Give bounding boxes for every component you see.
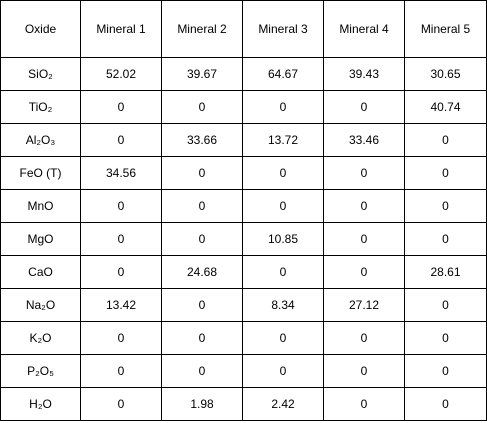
- header-cell-oxide: Oxide: [0, 0, 81, 58]
- table-header: Oxide Mineral 1 Mineral 2 Mineral 3 Mine…: [0, 0, 487, 58]
- value-cell-mineral-5: 0: [404, 387, 487, 421]
- value-cell-mineral-5: 0: [404, 288, 487, 322]
- header-cell-mineral-4: Mineral 4: [323, 0, 405, 58]
- oxide-label-cell: MnO: [0, 189, 81, 223]
- value-cell-mineral-1: 34.56: [80, 156, 162, 190]
- value-cell-mineral-3: 2.42: [242, 387, 324, 421]
- value-cell-mineral-3: 0: [242, 321, 324, 355]
- value-cell-mineral-5: 0: [404, 354, 487, 388]
- value-cell-mineral-2: 1.98: [161, 387, 243, 421]
- value-cell-mineral-2: 24.68: [161, 255, 243, 289]
- table-row: MnO 0 0 0 0 0: [0, 189, 487, 223]
- value-cell-mineral-3: 8.34: [242, 288, 324, 322]
- value-cell-mineral-1: 0: [80, 189, 162, 223]
- header-cell-mineral-5: Mineral 5: [404, 0, 487, 58]
- header-row: Oxide Mineral 1 Mineral 2 Mineral 3 Mine…: [0, 0, 487, 58]
- value-cell-mineral-4: 0: [323, 387, 405, 421]
- value-cell-mineral-3: 0: [242, 255, 324, 289]
- value-cell-mineral-5: 0: [404, 123, 487, 157]
- value-cell-mineral-5: 30.65: [404, 57, 487, 91]
- value-cell-mineral-1: 52.02: [80, 57, 162, 91]
- table-body: SiO₂ 52.02 39.67 64.67 39.43 30.65 TiO₂ 0 0 0 0 40.…: [0, 57, 487, 421]
- value-cell-mineral-2: 0: [161, 156, 243, 190]
- oxide-label-cell: Al₂O₃: [0, 123, 81, 157]
- table-row: MgO 0 0 10.85 0 0: [0, 222, 487, 256]
- oxide-label-cell: Na₂O: [0, 288, 81, 322]
- value-cell-mineral-4: 0: [323, 156, 405, 190]
- value-cell-mineral-4: 0: [323, 255, 405, 289]
- table-row: Na₂O 13.42 0 8.34 27.12 0: [0, 288, 487, 322]
- value-cell-mineral-1: 0: [80, 387, 162, 421]
- value-cell-mineral-3: 10.85: [242, 222, 324, 256]
- table-row: CaO 0 24.68 0 0 28.61: [0, 255, 487, 289]
- oxide-label-cell: K₂O: [0, 321, 81, 355]
- value-cell-mineral-1: 0: [80, 222, 162, 256]
- value-cell-mineral-4: 0: [323, 90, 405, 124]
- value-cell-mineral-3: 64.67: [242, 57, 324, 91]
- value-cell-mineral-4: 27.12: [323, 288, 405, 322]
- value-cell-mineral-3: 0: [242, 354, 324, 388]
- table-row: H₂O 0 1.98 2.42 0 0: [0, 387, 487, 421]
- value-cell-mineral-5: 0: [404, 321, 487, 355]
- oxide-label-cell: MgO: [0, 222, 81, 256]
- value-cell-mineral-3: 0: [242, 90, 324, 124]
- value-cell-mineral-5: 0: [404, 189, 487, 223]
- value-cell-mineral-1: 0: [80, 255, 162, 289]
- value-cell-mineral-5: 40.74: [404, 90, 487, 124]
- table-row: SiO₂ 52.02 39.67 64.67 39.43 30.65: [0, 57, 487, 91]
- value-cell-mineral-1: 0: [80, 123, 162, 157]
- value-cell-mineral-4: 0: [323, 189, 405, 223]
- oxide-label-cell: TiO₂: [0, 90, 81, 124]
- value-cell-mineral-5: 28.61: [404, 255, 487, 289]
- value-cell-mineral-2: 0: [161, 90, 243, 124]
- table-row: TiO₂ 0 0 0 0 40.74: [0, 90, 487, 124]
- oxide-label-cell: CaO: [0, 255, 81, 289]
- value-cell-mineral-2: 0: [161, 222, 243, 256]
- value-cell-mineral-3: 0: [242, 156, 324, 190]
- table-row: Al₂O₃ 0 33.66 13.72 33.46 0: [0, 123, 487, 157]
- oxide-label-cell: FeO (T): [0, 156, 81, 190]
- value-cell-mineral-4: 33.46: [323, 123, 405, 157]
- value-cell-mineral-4: 0: [323, 354, 405, 388]
- value-cell-mineral-2: 0: [161, 321, 243, 355]
- oxide-label-cell: SiO₂: [0, 57, 81, 91]
- value-cell-mineral-4: 39.43: [323, 57, 405, 91]
- header-cell-mineral-1: Mineral 1: [80, 0, 162, 58]
- header-cell-mineral-3: Mineral 3: [242, 0, 324, 58]
- value-cell-mineral-2: 39.67: [161, 57, 243, 91]
- value-cell-mineral-1: 0: [80, 321, 162, 355]
- value-cell-mineral-1: 13.42: [80, 288, 162, 322]
- table-row: P₂O₅ 0 0 0 0 0: [0, 354, 487, 388]
- table-row: FeO (T) 34.56 0 0 0 0: [0, 156, 487, 190]
- value-cell-mineral-4: 0: [323, 222, 405, 256]
- oxide-label-cell: H₂O: [0, 387, 81, 421]
- value-cell-mineral-1: 0: [80, 90, 162, 124]
- value-cell-mineral-3: 0: [242, 189, 324, 223]
- value-cell-mineral-4: 0: [323, 321, 405, 355]
- value-cell-mineral-2: 0: [161, 354, 243, 388]
- value-cell-mineral-5: 0: [404, 156, 487, 190]
- value-cell-mineral-2: 0: [161, 189, 243, 223]
- value-cell-mineral-2: 33.66: [161, 123, 243, 157]
- value-cell-mineral-1: 0: [80, 354, 162, 388]
- value-cell-mineral-3: 13.72: [242, 123, 324, 157]
- value-cell-mineral-5: 0: [404, 222, 487, 256]
- table-row: K₂O 0 0 0 0 0: [0, 321, 487, 355]
- value-cell-mineral-2: 0: [161, 288, 243, 322]
- oxide-label-cell: P₂O₅: [0, 354, 81, 388]
- header-cell-mineral-2: Mineral 2: [161, 0, 243, 58]
